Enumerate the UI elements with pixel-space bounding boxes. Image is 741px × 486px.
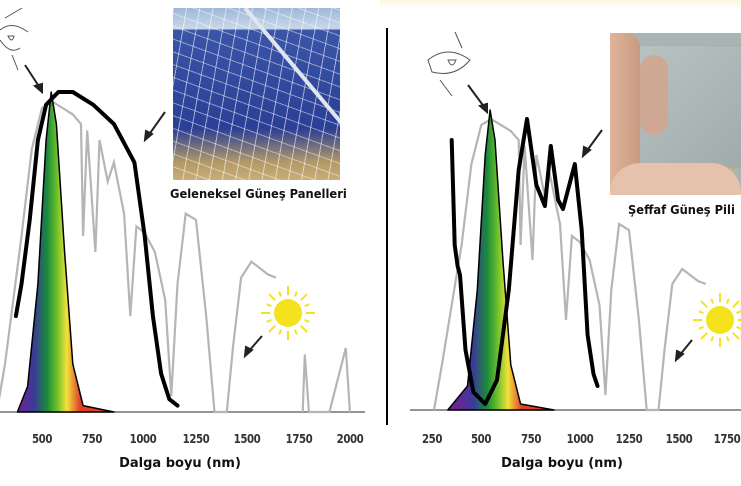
tick-label: 2000 <box>336 432 364 446</box>
chart-traditional <box>0 90 365 414</box>
tick-label: 1750 <box>285 432 313 446</box>
sun-icon <box>693 293 741 347</box>
tick-label: 750 <box>81 432 103 446</box>
solar-spectrum-line <box>432 117 707 412</box>
sun-icon <box>261 286 315 340</box>
eye-icon <box>0 7 29 71</box>
tick-label: 1500 <box>665 432 693 446</box>
solar-spectrum-line <box>301 347 351 414</box>
tick-label: 1500 <box>233 432 261 446</box>
x-axis-label: Dalga boyu (nm) <box>119 456 241 471</box>
arrow-icon <box>24 64 693 363</box>
caption-traditional: Geleneksel Güneş Panelleri <box>170 186 347 201</box>
eye-response-curve <box>447 109 555 411</box>
tick-label: 750 <box>520 432 542 446</box>
tick-label: 500 <box>31 432 53 446</box>
eye-response-curve <box>16 91 115 413</box>
chart-transparent <box>410 109 741 412</box>
tick-label: 500 <box>470 432 492 446</box>
solar-cell-response-line <box>13 90 180 408</box>
top-band <box>380 0 741 8</box>
tick-label: 250 <box>421 432 443 446</box>
tick-label: 1000 <box>566 432 594 446</box>
traditional-solar-panels-photo <box>173 8 340 180</box>
eye-icon <box>427 31 471 97</box>
tick-label: 1250 <box>615 432 643 446</box>
tick-label: 1000 <box>129 432 157 446</box>
x-axis-label: Dalga boyu (nm) <box>501 456 623 471</box>
solar-cell-response-line <box>449 117 600 406</box>
tick-label: 1250 <box>182 432 210 446</box>
caption-transparent: Şeffaf Güneş Pili <box>628 202 735 217</box>
tick-label: 1750 <box>713 432 741 446</box>
transparent-solar-cell-photo <box>610 33 741 195</box>
